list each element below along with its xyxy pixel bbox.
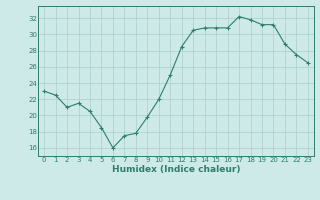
X-axis label: Humidex (Indice chaleur): Humidex (Indice chaleur) <box>112 165 240 174</box>
